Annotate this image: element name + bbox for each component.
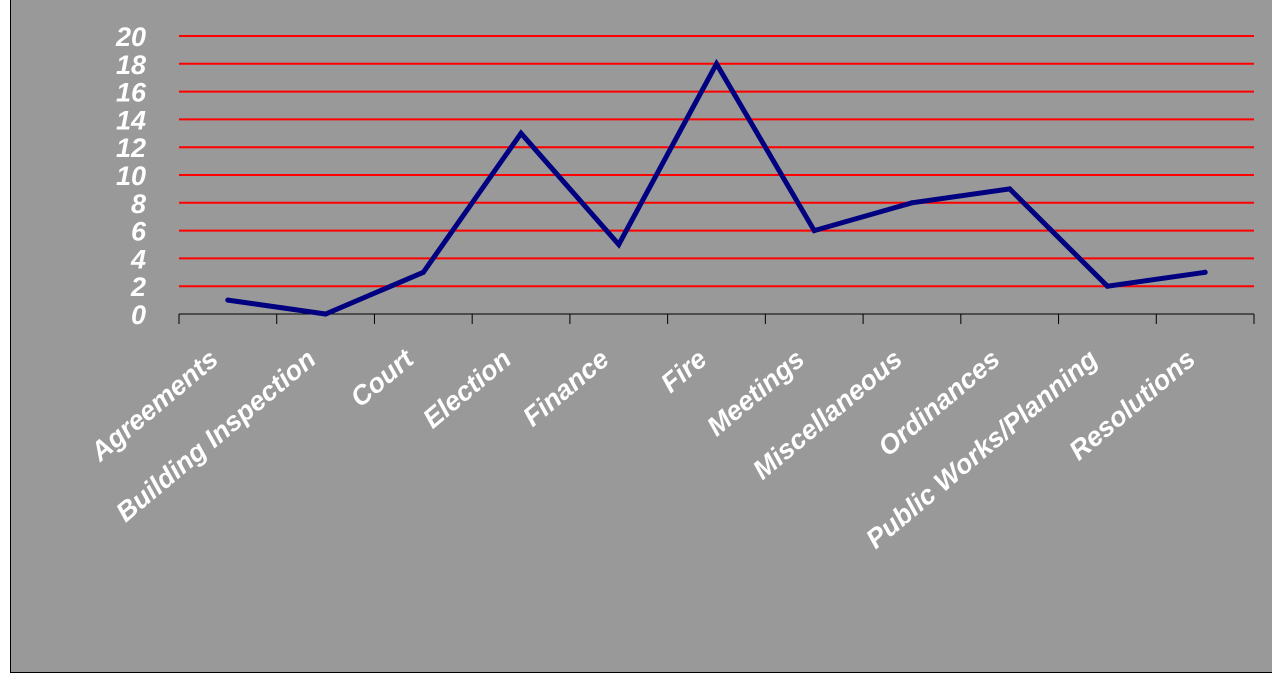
y-tick-label: 8 [131, 189, 146, 219]
y-tick-label: 18 [116, 50, 146, 80]
x-tick-label: Court [345, 343, 420, 413]
data-point [811, 228, 817, 234]
data-point [225, 297, 231, 303]
x-tick-label: Fire [655, 344, 712, 399]
y-tick-label: 0 [131, 300, 146, 330]
x-tick-label: Election [417, 344, 517, 434]
data-point [909, 200, 915, 206]
chart-area [10, 0, 1272, 673]
data-point [1007, 186, 1013, 192]
x-tick-label: Finance [517, 344, 614, 433]
y-tick-label: 10 [116, 161, 146, 191]
y-tick-label: 6 [131, 217, 147, 247]
data-point [323, 311, 329, 317]
data-point [518, 130, 524, 136]
data-point [1104, 283, 1110, 289]
data-point [1202, 269, 1208, 275]
y-tick-label: 16 [116, 78, 147, 108]
y-tick-label: 4 [130, 244, 146, 274]
y-tick-label: 14 [116, 105, 146, 135]
y-tick-label: 12 [116, 133, 146, 163]
y-tick-label: 2 [130, 272, 146, 302]
data-point [714, 61, 719, 67]
series-line [225, 58, 1208, 317]
data-point [420, 269, 426, 275]
y-tick-label: 20 [115, 22, 146, 52]
data-point [616, 242, 622, 247]
